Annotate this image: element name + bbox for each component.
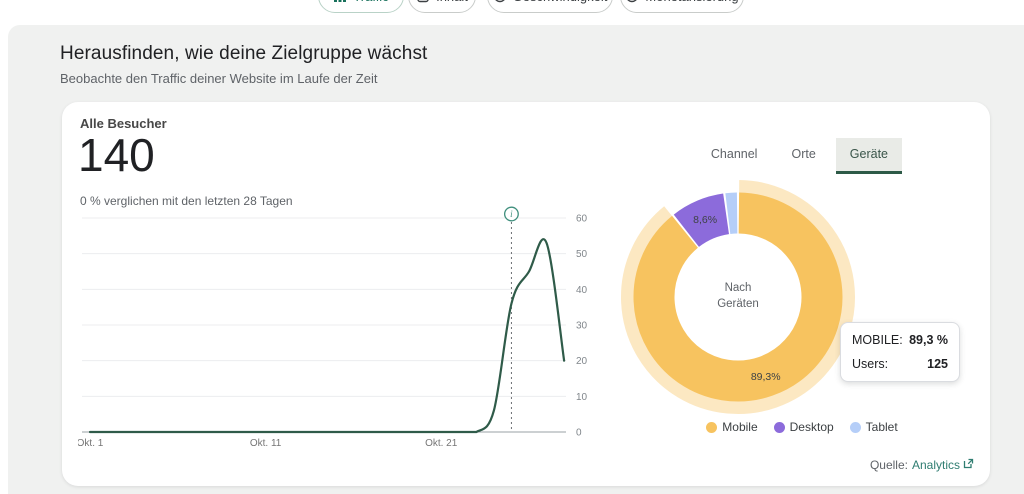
tablet-dot-icon — [849, 421, 861, 433]
bar-chart-icon — [333, 0, 347, 3]
analytics-link-label: Analytics — [911, 458, 960, 472]
svg-text:Nach: Nach — [725, 282, 752, 294]
svg-text:Geräten: Geräten — [717, 298, 759, 310]
svg-text:10: 10 — [576, 392, 588, 403]
svg-text:i: i — [510, 209, 513, 219]
gauge-icon — [493, 0, 507, 3]
page-title: Herausfinden, wie deine Zielgruppe wächs… — [60, 43, 428, 64]
nav-tab-label: Geschwindigkeit — [513, 0, 608, 4]
tooltip-users-value: 125 — [927, 357, 948, 371]
legend-item-tablet[interactable]: Tablet — [849, 420, 898, 434]
legend-label: Desktop — [789, 420, 834, 434]
external-link-icon — [963, 458, 974, 472]
svg-text:Okt. 1: Okt. 1 — [78, 438, 104, 449]
legend-item-desktop[interactable]: Desktop — [773, 420, 834, 434]
svg-text:30: 30 — [576, 321, 588, 332]
mobile-dot-icon — [706, 421, 718, 433]
nav-tab-label: Traffic — [353, 0, 388, 4]
legend-item-mobile[interactable]: Mobile — [706, 420, 758, 434]
nav-tab-label: Inhalt — [436, 0, 468, 4]
legend-label: Tablet — [865, 420, 898, 434]
svg-text:40: 40 — [576, 285, 588, 296]
svg-text:8,6%: 8,6% — [693, 214, 717, 226]
devices-donut-chart[interactable]: 89,3% 8,6% Nach Geräten — [608, 167, 868, 427]
desktop-dot-icon — [773, 421, 785, 433]
tooltip-percent-row: MOBILE: 89,3 % — [852, 333, 948, 347]
metric-value: 140 — [78, 129, 155, 181]
nav-tab-geschwindigkeit[interactable]: Geschwindigkeit — [487, 0, 613, 13]
metric-comparison: 0 % verglichen mit den letzten 28 Tagen — [80, 194, 293, 208]
content-panel: Herausfinden, wie deine Zielgruppe wächs… — [8, 25, 1024, 494]
svg-text:0: 0 — [576, 428, 582, 439]
tooltip-users-label: Users: — [852, 357, 889, 371]
document-icon — [416, 0, 430, 3]
audience-growth-card: Alle Besucher 140 0 % verglichen mit den… — [62, 102, 990, 486]
nav-tab-monetarisierung[interactable]: $ Monetarisierung — [620, 0, 744, 13]
monetization-icon: $ — [625, 0, 639, 3]
svg-text:$: $ — [630, 0, 635, 1]
analytics-link[interactable]: Analytics — [912, 458, 974, 472]
svg-text:Okt. 11: Okt. 11 — [250, 438, 282, 449]
svg-text:50: 50 — [576, 249, 588, 260]
svg-text:60: 60 — [576, 214, 588, 225]
nav-tab-traffic[interactable]: Traffic — [318, 0, 404, 13]
donut-legend: Mobile Desktop Tablet — [622, 420, 982, 434]
metric-label: Alle Besucher — [80, 116, 167, 131]
svg-text:Okt. 21: Okt. 21 — [425, 438, 458, 449]
svg-text:20: 20 — [576, 356, 588, 367]
tab-orte[interactable]: Orte — [777, 138, 829, 174]
breakdown-tabs: Channel Orte Geräte — [662, 138, 902, 174]
top-navigation: Traffic Inhalt Geschwindigkeit $ Monetar… — [0, 0, 1024, 25]
source-prefix: Quelle: — [869, 458, 908, 472]
svg-text:89,3%: 89,3% — [751, 371, 781, 383]
tooltip-slice-value: 89,3 % — [909, 333, 948, 347]
source-attribution: Quelle: Analytics — [870, 458, 974, 472]
tooltip-slice-label: MOBILE: — [852, 333, 903, 347]
donut-tooltip: MOBILE: 89,3 % Users: 125 — [840, 322, 960, 382]
visitors-line-chart[interactable]: 0 10 20 30 40 50 60 Okt. 1 Okt. 11 Okt. 21 i — [77, 206, 590, 452]
tooltip-users-row: Users: 125 — [852, 357, 948, 371]
page-subtitle: Beobachte den Traffic deiner Website im … — [60, 71, 378, 86]
nav-tab-inhalt[interactable]: Inhalt — [408, 0, 476, 13]
nav-tab-label: Monetarisierung — [645, 0, 738, 4]
tab-geraete[interactable]: Geräte — [835, 138, 902, 174]
tab-channel[interactable]: Channel — [697, 138, 772, 174]
legend-label: Mobile — [722, 420, 758, 434]
